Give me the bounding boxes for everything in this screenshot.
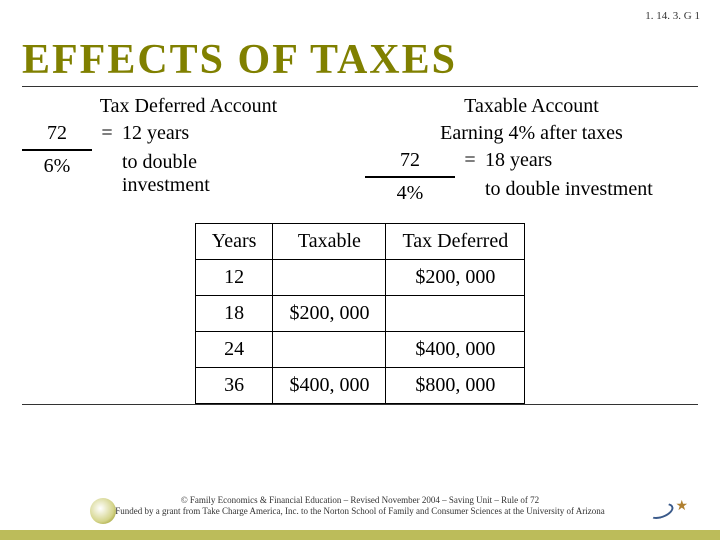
table-cell: $200, 000 bbox=[386, 260, 525, 296]
table-cell: $200, 000 bbox=[273, 296, 386, 332]
table-row: 12 $200, 000 bbox=[195, 260, 524, 296]
left-column: Tax Deferred Account 72 6% = 12 years to… bbox=[22, 95, 355, 205]
table-cell bbox=[273, 260, 386, 296]
right-fraction: 72 4% bbox=[365, 149, 455, 205]
left-result-line3: investment bbox=[122, 174, 355, 197]
page-code: 1. 14. 3. G 1 bbox=[645, 10, 700, 22]
right-equals: = bbox=[459, 149, 481, 172]
take-charge-logo-icon bbox=[90, 498, 116, 524]
left-result-line1: 12 years bbox=[122, 122, 355, 145]
table-cell: 36 bbox=[195, 368, 273, 404]
table-header-row: Years Taxable Tax Deferred bbox=[195, 224, 524, 260]
table-cell: $400, 000 bbox=[386, 332, 525, 368]
table-header: Tax Deferred bbox=[386, 224, 525, 260]
right-column: Taxable Account Earning 4% after taxes 7… bbox=[365, 95, 698, 205]
left-result-line2: to double bbox=[122, 145, 355, 174]
accent-bar bbox=[0, 530, 720, 540]
title-rule bbox=[22, 86, 698, 87]
table-cell: 18 bbox=[195, 296, 273, 332]
right-heading-2: Earning 4% after taxes bbox=[365, 122, 698, 145]
left-denominator: 6% bbox=[44, 153, 71, 178]
left-fraction: 72 6% bbox=[22, 122, 92, 178]
table-wrapper: Years Taxable Tax Deferred 12 $200, 000 … bbox=[0, 223, 720, 404]
right-heading-1: Taxable Account bbox=[365, 95, 698, 118]
left-heading: Tax Deferred Account bbox=[22, 95, 355, 118]
left-calculation: 72 6% = 12 years to double investment bbox=[22, 122, 355, 197]
table-row: 24 $400, 000 bbox=[195, 332, 524, 368]
right-result-line1: 18 years bbox=[485, 149, 698, 172]
left-result: 12 years to double investment bbox=[122, 122, 355, 197]
content-columns: Tax Deferred Account 72 6% = 12 years to… bbox=[0, 95, 720, 205]
table-cell: 24 bbox=[195, 332, 273, 368]
table-header: Taxable bbox=[273, 224, 386, 260]
table-cell: $800, 000 bbox=[386, 368, 525, 404]
left-equals: = bbox=[96, 122, 118, 145]
right-result: 18 years to double investment bbox=[485, 149, 698, 201]
right-result-line2: to double investment bbox=[485, 172, 698, 201]
left-numerator: 72 bbox=[41, 122, 73, 147]
table-cell: 12 bbox=[195, 260, 273, 296]
right-numerator: 72 bbox=[394, 149, 426, 174]
table-header: Years bbox=[195, 224, 273, 260]
right-fraction-rule bbox=[365, 176, 455, 178]
right-calculation: 72 4% = 18 years to double investment bbox=[365, 149, 698, 205]
table-row: 18 $200, 000 bbox=[195, 296, 524, 332]
university-logo-icon: ★ bbox=[648, 498, 690, 524]
footer-rule bbox=[22, 404, 698, 405]
table-row: 36 $400, 000 $800, 000 bbox=[195, 368, 524, 404]
table-cell bbox=[273, 332, 386, 368]
left-fraction-rule bbox=[22, 149, 92, 151]
right-denominator: 4% bbox=[397, 180, 424, 205]
table-cell bbox=[386, 296, 525, 332]
comparison-table: Years Taxable Tax Deferred 12 $200, 000 … bbox=[195, 223, 525, 404]
table-cell: $400, 000 bbox=[273, 368, 386, 404]
page-title: Effects of taxes bbox=[0, 0, 720, 86]
